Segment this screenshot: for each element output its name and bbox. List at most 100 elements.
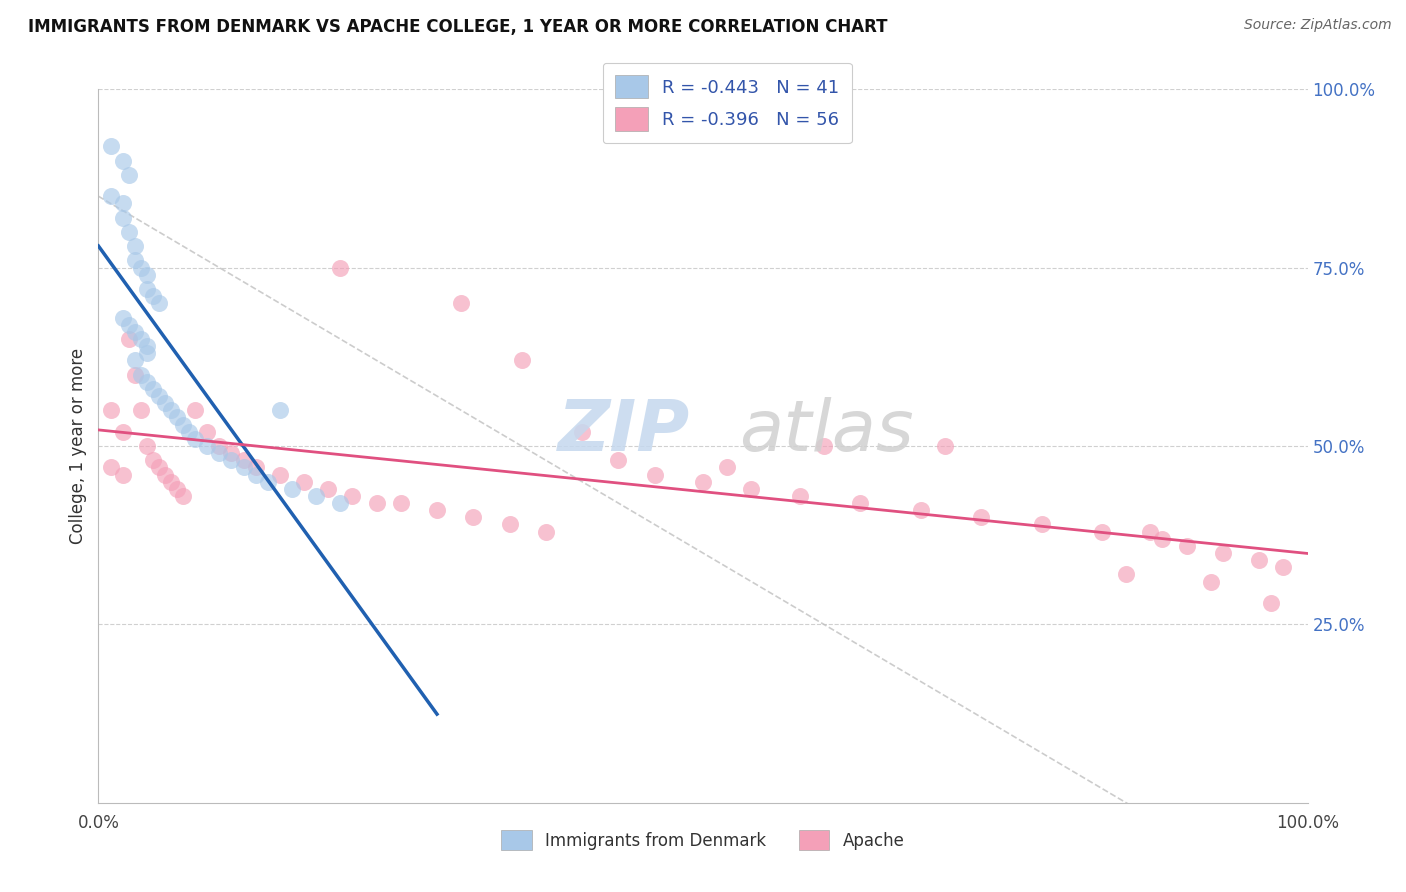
Point <box>184 432 207 446</box>
Point <box>329 496 352 510</box>
Point <box>269 403 291 417</box>
Point <box>166 410 188 425</box>
Point <box>195 425 218 439</box>
Point <box>160 403 183 417</box>
Point <box>740 482 762 496</box>
Point <box>1249 553 1271 567</box>
Point <box>179 425 201 439</box>
Point <box>1272 560 1295 574</box>
Point <box>450 296 472 310</box>
Point <box>813 439 835 453</box>
Point <box>129 368 152 382</box>
Point <box>1199 574 1222 589</box>
Point <box>111 310 134 325</box>
Point <box>100 139 122 153</box>
Point <box>366 496 388 510</box>
Point <box>148 296 170 310</box>
Point <box>142 382 165 396</box>
Point <box>124 325 146 339</box>
Point <box>100 460 122 475</box>
Point <box>1115 567 1137 582</box>
Y-axis label: College, 1 year or more: College, 1 year or more <box>69 348 87 544</box>
Point <box>342 489 364 503</box>
Point <box>111 425 134 439</box>
Point <box>124 239 146 253</box>
Point <box>118 168 141 182</box>
Point <box>426 503 449 517</box>
Point <box>1152 532 1174 546</box>
Point <box>153 467 176 482</box>
Point <box>221 453 243 467</box>
Point <box>111 196 134 211</box>
Text: Source: ZipAtlas.com: Source: ZipAtlas.com <box>1244 18 1392 32</box>
Point <box>208 439 231 453</box>
Point <box>135 282 157 296</box>
Point <box>510 353 533 368</box>
Point <box>118 318 141 332</box>
Point <box>135 439 157 453</box>
Text: IMMIGRANTS FROM DENMARK VS APACHE COLLEGE, 1 YEAR OR MORE CORRELATION CHART: IMMIGRANTS FROM DENMARK VS APACHE COLLEG… <box>28 18 887 36</box>
Point <box>142 453 165 467</box>
Point <box>129 403 152 417</box>
Point <box>232 460 254 475</box>
Text: atlas: atlas <box>740 397 914 467</box>
Legend: Immigrants from Denmark, Apache: Immigrants from Denmark, Apache <box>494 822 912 859</box>
Point <box>160 475 183 489</box>
Point <box>153 396 176 410</box>
Point <box>329 260 352 275</box>
Point <box>281 482 304 496</box>
Point <box>135 346 157 360</box>
Point <box>269 467 291 482</box>
Point <box>934 439 956 453</box>
Point <box>100 403 122 417</box>
Point <box>316 482 339 496</box>
Point <box>607 453 630 467</box>
Point <box>644 467 666 482</box>
Point <box>849 496 872 510</box>
Point <box>100 189 122 203</box>
Point <box>716 460 738 475</box>
Point <box>118 225 141 239</box>
Text: ZIP: ZIP <box>558 397 690 467</box>
Point <box>1091 524 1114 539</box>
Point <box>166 482 188 496</box>
Point <box>1175 539 1198 553</box>
Point <box>305 489 328 503</box>
Point <box>135 339 157 353</box>
Point <box>1260 596 1282 610</box>
Point <box>389 496 412 510</box>
Point <box>292 475 315 489</box>
Point <box>111 153 134 168</box>
Point <box>135 268 157 282</box>
Point <box>124 353 146 368</box>
Point <box>195 439 218 453</box>
Point <box>172 489 194 503</box>
Point <box>124 253 146 268</box>
Point <box>148 389 170 403</box>
Point <box>232 453 254 467</box>
Point <box>1139 524 1161 539</box>
Point <box>692 475 714 489</box>
Point <box>135 375 157 389</box>
Point <box>221 446 243 460</box>
Point <box>498 517 520 532</box>
Point <box>910 503 932 517</box>
Point <box>129 332 152 346</box>
Point <box>142 289 165 303</box>
Point <box>148 460 170 475</box>
Point <box>184 403 207 417</box>
Point <box>111 211 134 225</box>
Point <box>208 446 231 460</box>
Point <box>172 417 194 432</box>
Point <box>256 475 278 489</box>
Point <box>571 425 593 439</box>
Point <box>463 510 485 524</box>
Point <box>789 489 811 503</box>
Point <box>111 467 134 482</box>
Point <box>118 332 141 346</box>
Point <box>534 524 557 539</box>
Point <box>245 467 267 482</box>
Point <box>245 460 267 475</box>
Point <box>129 260 152 275</box>
Point <box>1031 517 1053 532</box>
